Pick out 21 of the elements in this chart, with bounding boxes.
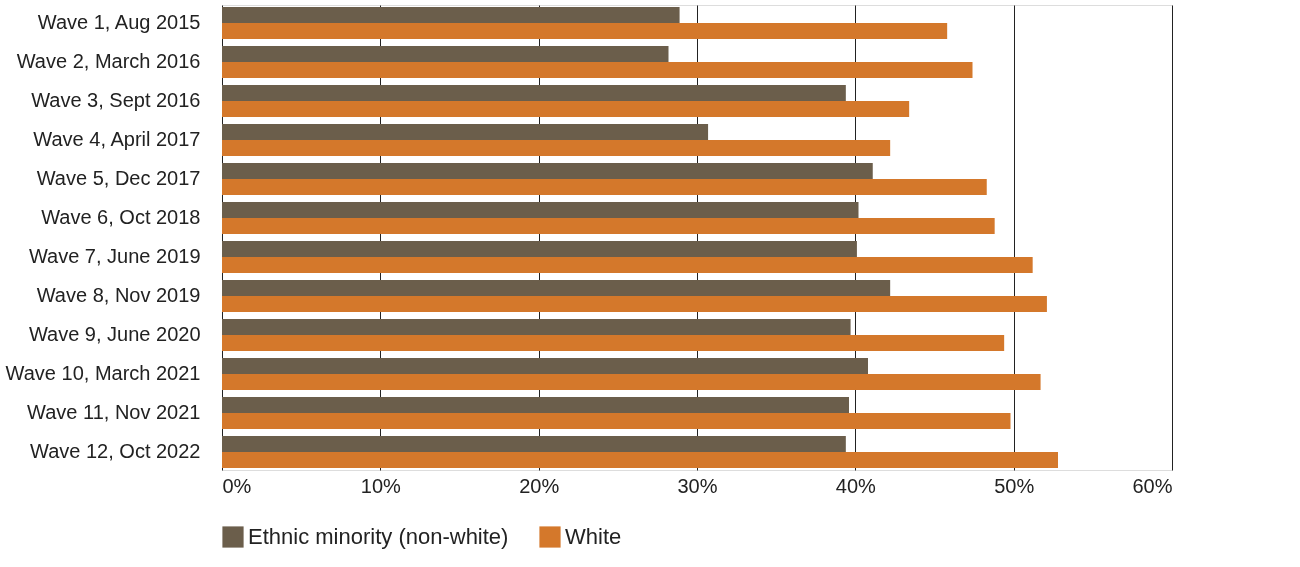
y-tick-label: Wave 12, Oct 2022 [30, 440, 201, 463]
x-tick-label: 60% [1132, 474, 1173, 497]
x-tick-label: 40% [835, 474, 877, 497]
x-tick-label: 20% [519, 474, 560, 497]
y-tick-label: Wave 5, Dec 2017 [36, 166, 201, 189]
legend-label: White [565, 524, 622, 549]
y-tick-label: Wave 3, Sept 2016 [31, 88, 201, 111]
x-tick-label: 50% [994, 474, 1035, 497]
y-tick-label: Wave 4, April 2017 [33, 127, 201, 150]
y-tick-label: Wave 7, June 2019 [28, 245, 201, 268]
y-tick-label: Wave 10, March 2021 [5, 362, 201, 385]
x-tick-label: 30% [677, 474, 718, 497]
y-tick-label: Wave 8, Nov 2019 [36, 284, 201, 307]
y-tick-label: Wave 6, Oct 2018 [41, 205, 201, 228]
y-tick-label: Wave 9, June 2020 [28, 323, 201, 346]
x-tick-label: 10% [360, 474, 402, 497]
x-tick-label: 0% [222, 474, 252, 497]
legend-label: Ethnic minority (non-white) [248, 524, 509, 549]
y-tick-label: Wave 2, March 2016 [16, 49, 201, 72]
y-tick-label: Wave 11, Nov 2021 [27, 401, 201, 424]
y-tick-label: Wave 1, Aug 2015 [37, 10, 201, 33]
